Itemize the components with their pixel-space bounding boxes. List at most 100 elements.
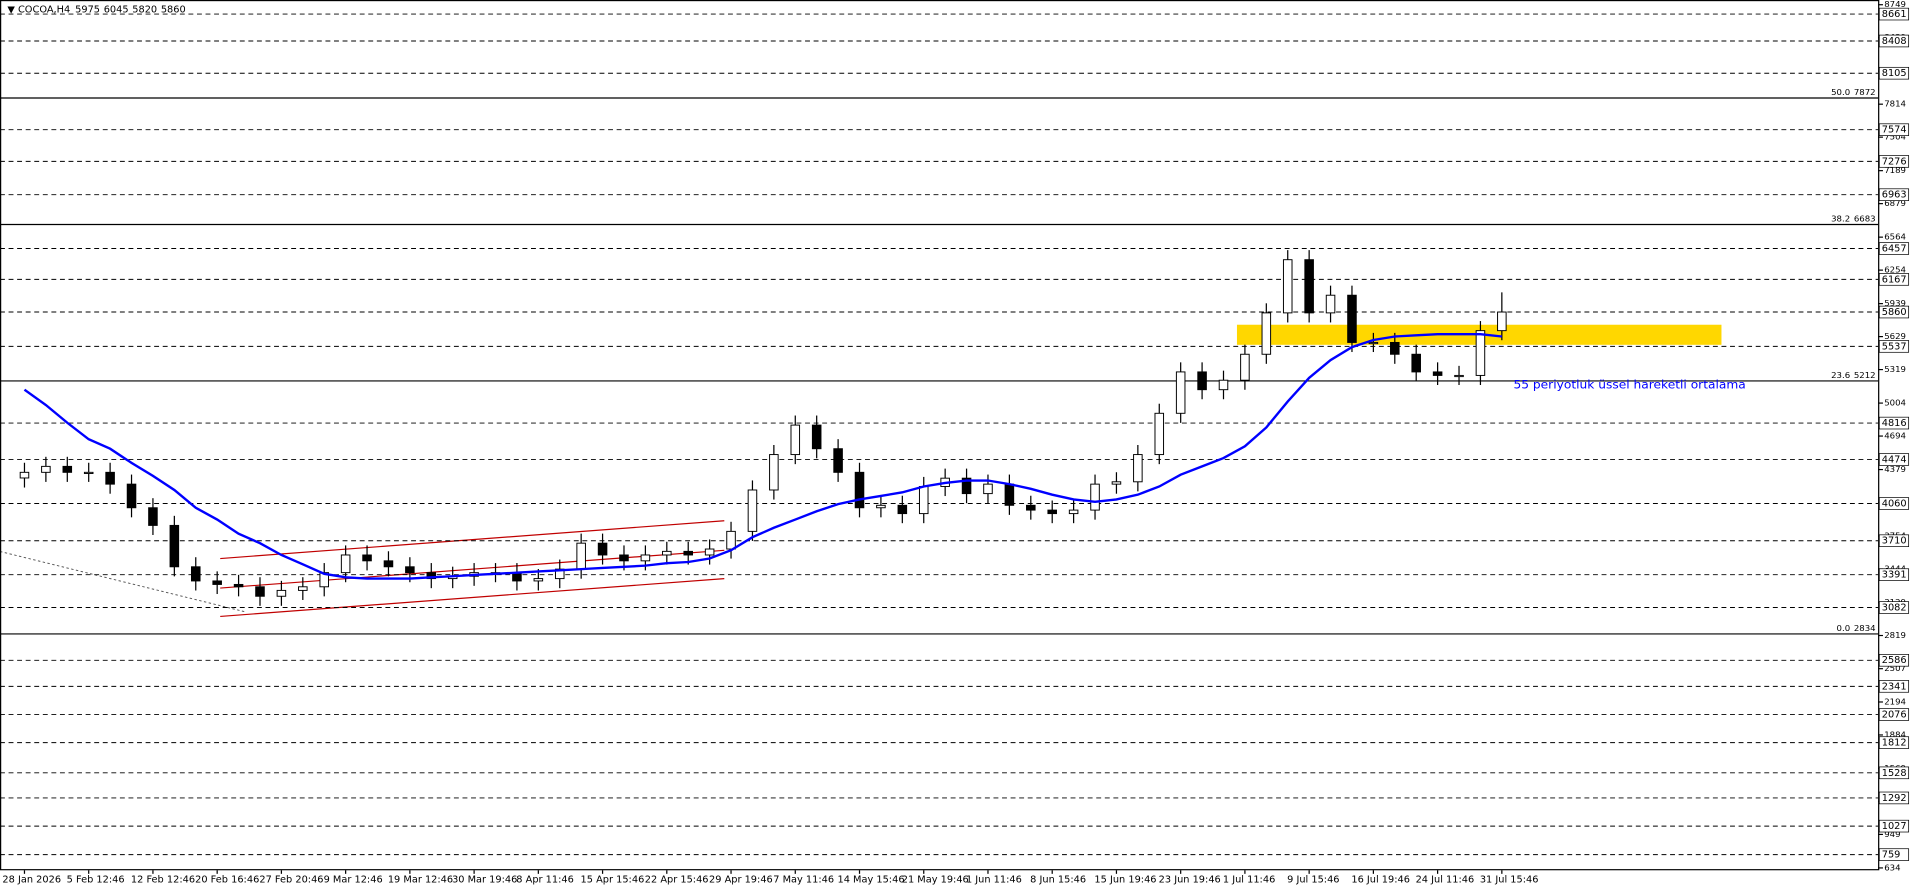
candle-body [1325, 294, 1336, 314]
candle-body [747, 489, 758, 532]
candle-body [1111, 481, 1122, 485]
price-label: 3391 [1882, 570, 1907, 581]
candle-body [233, 583, 244, 588]
y-tick-label: 7814 [1884, 99, 1906, 109]
y-tick-label: 6564 [1884, 232, 1906, 242]
x-tick-label: 1 Jul 11:46 [1223, 875, 1275, 886]
candle-body [255, 586, 265, 597]
x-tick-label: 8 Jun 15:46 [1030, 875, 1086, 886]
y-tick-label: 2819 [1884, 630, 1906, 640]
candle-body [405, 566, 415, 574]
candle-body [169, 524, 180, 568]
trend-line [0, 550, 245, 613]
price-label: 8105 [1882, 68, 1907, 79]
y-tick-label: 634 [1884, 863, 1900, 873]
x-tick-label: 15 Jun 19:46 [1094, 875, 1156, 886]
x-tick-label: 20 Feb 16:46 [195, 875, 259, 886]
candle-body [1261, 312, 1272, 355]
y-tick-label: 7189 [1884, 165, 1906, 175]
candle-body [897, 504, 908, 515]
price-label: 1528 [1882, 768, 1907, 779]
candle-body [1175, 371, 1186, 414]
candle-body [276, 589, 287, 597]
price-label: 6457 [1882, 244, 1907, 255]
candle-body [983, 483, 993, 495]
price-label: 2341 [1882, 681, 1907, 692]
candle-body [298, 586, 308, 591]
x-tick-label: 15 Apr 15:46 [581, 875, 645, 886]
x-tick-label: 29 Apr 19:46 [709, 875, 773, 886]
candle-body [1304, 259, 1314, 314]
x-tick-label: 23 Jun 19:46 [1159, 875, 1221, 886]
candle-body [1368, 341, 1379, 345]
candle-body [1282, 259, 1293, 314]
fib-level: 38.2 [1831, 213, 1850, 223]
y-tick-label: 6254 [1884, 265, 1906, 275]
candle-body [854, 471, 865, 509]
x-tick-label: 31 Jul 15:46 [1480, 875, 1539, 886]
candle-body [83, 471, 94, 474]
fib-value: 7872 [1854, 87, 1876, 97]
price-label: 6167 [1882, 274, 1907, 285]
candle-body [1068, 509, 1079, 515]
price-label: 5860 [1882, 307, 1907, 318]
y-tick-label: 5319 [1884, 364, 1906, 374]
x-tick-label: 22 Apr 15:46 [645, 875, 709, 886]
fib-value: 5212 [1854, 370, 1876, 380]
candle-body [1090, 483, 1100, 511]
quote: 5975 [75, 5, 100, 16]
candle-body [126, 483, 137, 509]
candle-body [362, 554, 372, 562]
price-label: 4060 [1882, 499, 1907, 510]
fib-label: 38.2 6683 [1831, 213, 1876, 223]
x-tick-label: 1 Jun 11:46 [966, 875, 1022, 886]
y-tick-label: 949 [1884, 829, 1900, 839]
candle-body [41, 465, 51, 473]
candle-body [619, 554, 629, 562]
channel-line [220, 549, 725, 589]
candle-body [1411, 353, 1421, 373]
y-tick-label: 7504 [1884, 132, 1906, 142]
y-tick-label: 5629 [1884, 331, 1906, 341]
ema-line [23, 332, 1502, 580]
y-tick-label: 2194 [1884, 697, 1906, 707]
candle-body [340, 554, 351, 574]
header: ▼ COCOA,H4 5975 6045 5820 5860 [7, 5, 185, 16]
y-tick-label: 2507 [1884, 663, 1906, 673]
fib-level: 50.0 [1831, 87, 1850, 97]
symbol: ▼ [7, 5, 18, 16]
fib-value: 2834 [1854, 623, 1876, 633]
price-label: 8408 [1882, 36, 1907, 47]
candle-body [533, 578, 544, 582]
price-label: 7276 [1882, 156, 1907, 167]
price-label: 759 [1882, 850, 1901, 861]
candle-body [704, 548, 715, 556]
candle-body [1047, 509, 1057, 515]
x-tick-label: 7 May 11:46 [773, 875, 834, 886]
symbol: COCOA,H4 [18, 5, 70, 16]
candle-body [876, 504, 886, 509]
candle-body [1154, 412, 1165, 456]
quote: 5820 [132, 5, 157, 16]
y-tick-label: 5939 [1884, 298, 1906, 308]
x-tick-label: 28 Jan 2026 [2, 875, 61, 886]
candle-body [1240, 353, 1250, 381]
x-tick-label: 16 Jul 19:46 [1351, 875, 1410, 886]
candle-body [576, 542, 586, 570]
x-tick-label: 14 May 15:46 [837, 875, 904, 886]
price-label: 8661 [1882, 9, 1907, 20]
x-tick-label: 24 Jul 11:46 [1416, 875, 1475, 886]
x-tick-label: 5 Feb 12:46 [67, 875, 125, 886]
candle-body [1390, 341, 1400, 355]
price-label: 4816 [1882, 418, 1907, 429]
candle-body [790, 424, 801, 456]
candle-body [1218, 379, 1229, 391]
candle-body [426, 572, 437, 580]
candle-body [726, 530, 736, 550]
candle-body [597, 542, 608, 556]
candle-body [1454, 374, 1464, 378]
y-tick-label: 8749 [1884, 0, 1906, 9]
candle-body [190, 566, 201, 582]
candle-body [961, 477, 972, 495]
